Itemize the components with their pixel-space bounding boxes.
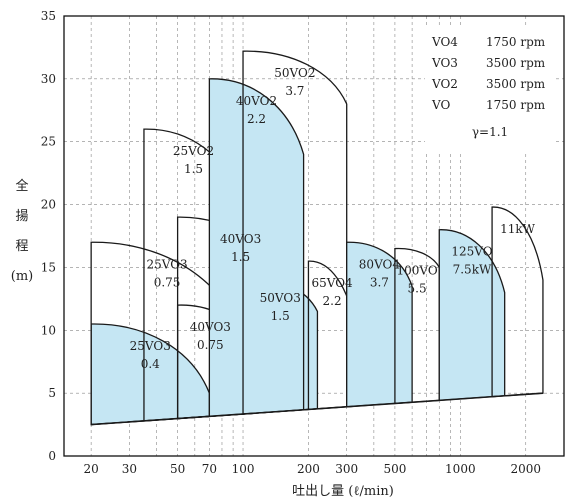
legend-speed: 1750 rpm <box>486 98 546 112</box>
y-tick-label: 20 <box>41 198 56 212</box>
region-power-label: 1.5 <box>184 162 203 176</box>
region-power-label: 2.2 <box>247 112 266 126</box>
plot-frame <box>63 15 565 457</box>
region-80VO4-3.7 <box>346 241 413 408</box>
region-power-label: 2.2 <box>323 294 342 308</box>
region-power-label: 1.5 <box>231 250 250 264</box>
region-125VO-7.5kW <box>438 229 506 402</box>
region-model-label: 100VO <box>396 264 437 278</box>
axes: 20 30 50 70 100 200 300 500 1000 2000 0 5 10 15 20 25 30… <box>41 9 565 476</box>
x-tick-label: 70 <box>202 462 217 476</box>
region-power-label: 0.75 <box>197 338 224 352</box>
region-power-label: 5.5 <box>408 282 427 296</box>
region-40VO2-2.2 <box>208 78 305 418</box>
legend-speed: 3500 rpm <box>486 77 546 91</box>
region-model-label: 25VO2 <box>173 144 214 158</box>
legend-speed: 1750 rpm <box>486 35 546 49</box>
y-tick-label: 0 <box>48 449 56 463</box>
y-tick-label: 15 <box>41 260 56 274</box>
region-model-label: 125VO <box>451 245 492 259</box>
region-motor-11kW <box>491 206 544 398</box>
region-power-label: 3.7 <box>370 275 389 289</box>
x-tick-label: 200 <box>297 462 320 476</box>
x-tick-label: 100 <box>232 462 255 476</box>
legend-model: VO4 <box>431 35 458 49</box>
y-tick-label: 30 <box>41 72 56 86</box>
regions <box>90 50 544 426</box>
region-model-label: 40VO3 <box>220 232 261 246</box>
legend: VO4 1750 rpm VO3 3500 rpm VO2 3500 rpm VO 1750 … <box>425 26 555 152</box>
region-model-label: 25VO3 <box>130 339 171 353</box>
region-power-label: 1.5 <box>271 309 290 323</box>
x-tick-label: 500 <box>383 462 406 476</box>
region-model-label: 50VO2 <box>274 66 315 80</box>
x-tick-label: 20 <box>84 462 99 476</box>
y-axis-label-part: 全 <box>15 178 28 194</box>
legend-gamma: γ=1.1 <box>472 125 508 139</box>
y-axis-label: 全揚程 (m) <box>11 178 33 284</box>
region-power-label: 7.5kW <box>453 263 492 277</box>
region-model-label: 25VO3 <box>146 257 187 271</box>
x-tick-label: 300 <box>335 462 358 476</box>
region-labels: 25VO3 0.4 40VO3 0.75 25VO3 0.75 40VO3 1.5 50VO3 1… <box>130 66 536 371</box>
y-tick-label: 10 <box>41 323 56 337</box>
x-tick-label: 50 <box>170 462 185 476</box>
y-tick-label: 35 <box>41 9 56 23</box>
region-power-label: 3.7 <box>285 84 304 98</box>
region-model-label: 65VO4 <box>311 276 353 290</box>
y-tick-label: 25 <box>41 135 56 149</box>
x-axis-label: 吐出し量 (ℓ/min) <box>292 484 394 499</box>
region-model-label: 40VO3 <box>190 320 231 334</box>
legend-box <box>425 26 555 152</box>
region-50VO2-3.7 <box>242 50 348 415</box>
y-axis-label-part: 程 <box>15 239 28 254</box>
region-power-label: 0.75 <box>154 275 181 289</box>
baseline <box>91 392 543 426</box>
x-tick-label: 2000 <box>510 462 541 476</box>
region-power-label: 0.4 <box>141 357 160 371</box>
y-axis-label-part: (m) <box>11 269 33 284</box>
legend-model: VO2 <box>431 77 458 91</box>
y-axis-label-part: 揚 <box>15 208 28 224</box>
region-model-label: 50VO3 <box>260 291 301 305</box>
region-power-label: 11kW <box>500 222 536 236</box>
x-tick-label: 30 <box>122 462 137 476</box>
legend-speed: 3500 rpm <box>486 56 546 70</box>
baseline <box>91 392 543 426</box>
legend-model: VO <box>431 98 450 112</box>
x-tick-label: 1000 <box>445 462 476 476</box>
y-tick-label: 5 <box>48 386 56 400</box>
region-model-label: 40VO2 <box>236 94 277 108</box>
legend-model: VO3 <box>431 56 458 70</box>
region-model-label: 80VO4 <box>359 257 401 271</box>
